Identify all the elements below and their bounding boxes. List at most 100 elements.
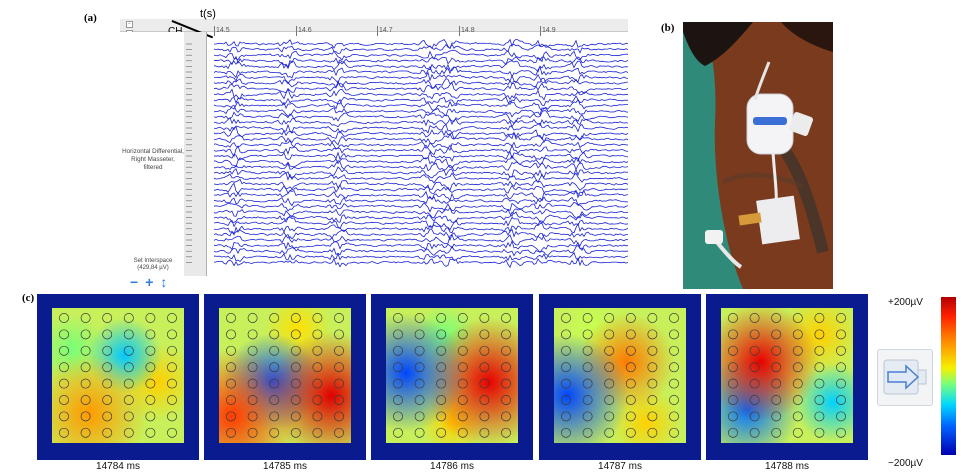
electrode-marker [604,313,615,323]
electrode-marker [771,345,782,356]
electrode-marker [393,378,403,389]
electrode-marker [669,427,679,438]
electrode-marker [625,427,636,438]
electrode-marker [749,362,760,373]
electrode-marker [814,362,825,373]
electrode-marker [479,362,490,373]
time-axis-label: t(s) [200,8,216,20]
electrode-marker [102,345,113,356]
electrode-marker [123,313,134,323]
electrode-marker [290,345,301,356]
electrode-marker [226,362,236,373]
tick-label: 14.7 [379,27,393,34]
electrode-marker [749,411,760,422]
colorbar-max-label: +200µV [888,297,923,308]
electrode-marker [247,378,258,389]
electrode-marker [414,313,425,323]
electrode-marker [414,362,425,373]
electrode-marker [334,329,344,340]
electrode-marker [457,362,468,373]
channel-ticks [186,43,192,263]
colorbar [941,297,956,455]
electrode-marker [604,362,615,373]
electrode-marker [414,411,425,422]
electrode-marker [414,345,425,356]
electrode-marker [269,427,280,438]
electrode-marker [145,395,156,405]
electrode-marker [501,329,511,340]
electrode-marker [167,395,177,405]
eeg-trace [214,182,628,196]
electrode-marker [604,427,615,438]
electrode-marker [312,411,323,422]
electrode-marker [167,411,177,422]
electrode-marker [625,329,636,340]
electrode-marker [145,345,156,356]
electrode-marker [771,329,782,340]
electrode-marker [814,378,825,389]
photo-illustration [683,22,833,289]
electrode-marker [436,378,447,389]
electrode-marker [290,427,301,438]
interspace-toggle-button[interactable]: ↕ [160,274,175,290]
arrow-icon [883,359,927,395]
electrode-marker [457,345,468,356]
electrode-marker [414,395,425,405]
electrode-marker [479,395,490,405]
electrode-marker [771,362,782,373]
heatmap-panel [706,294,868,460]
electrode-marker [479,345,490,356]
electrode-marker [749,395,760,405]
electrode-marker [269,329,280,340]
electrode-marker [647,427,658,438]
electrode-marker [102,313,113,323]
electrode-marker [414,378,425,389]
electrode-marker [749,378,760,389]
electrode-marker [123,329,134,340]
electrode-marker [226,313,236,323]
electrode-marker [247,345,258,356]
heatmap-panel [371,294,533,460]
electrode-marker [312,329,323,340]
electrode-marker [167,313,177,323]
montage-description: Horizontal Differential, Right Masseter,… [122,148,184,171]
electrode-marker [436,345,447,356]
electrode-marker [269,313,280,323]
electrode-marker [561,313,571,323]
electrode-marker [604,345,615,356]
electrode-marker [647,345,658,356]
electrode-marker [123,395,134,405]
electrode-marker [561,329,571,340]
electrode-marker [393,395,403,405]
electrode-marker [226,427,236,438]
electrode-marker [582,362,593,373]
electrode-marker [312,362,323,373]
tick-mark [377,26,378,36]
electrode-marker [123,362,134,373]
electrode-marker [59,395,69,405]
electrode-marker [728,329,738,340]
electrode-marker [80,411,91,422]
electrode-marker [167,378,177,389]
electrode-marker [501,378,511,389]
electrode-marker [561,345,571,356]
electrode-grid [393,313,511,438]
increase-scale-button[interactable]: + [145,274,161,290]
electrode-marker [669,378,679,389]
electrode-marker [457,395,468,405]
electrode-marker [647,395,658,405]
heatmap-panel [37,294,199,460]
electrode-marker [102,378,113,389]
decrease-scale-button[interactable]: − [130,274,146,290]
electrode-marker [145,378,156,389]
collapse-toggle[interactable]: − [126,21,133,28]
electrode-marker [771,378,782,389]
electrode-marker [334,345,344,356]
electrode-marker [669,411,679,422]
electrode-marker [436,313,447,323]
electrode-marker [728,345,738,356]
electrode-marker [604,378,615,389]
electrode-marker [102,395,113,405]
tick-mark [459,26,460,36]
electrode-marker [80,378,91,389]
